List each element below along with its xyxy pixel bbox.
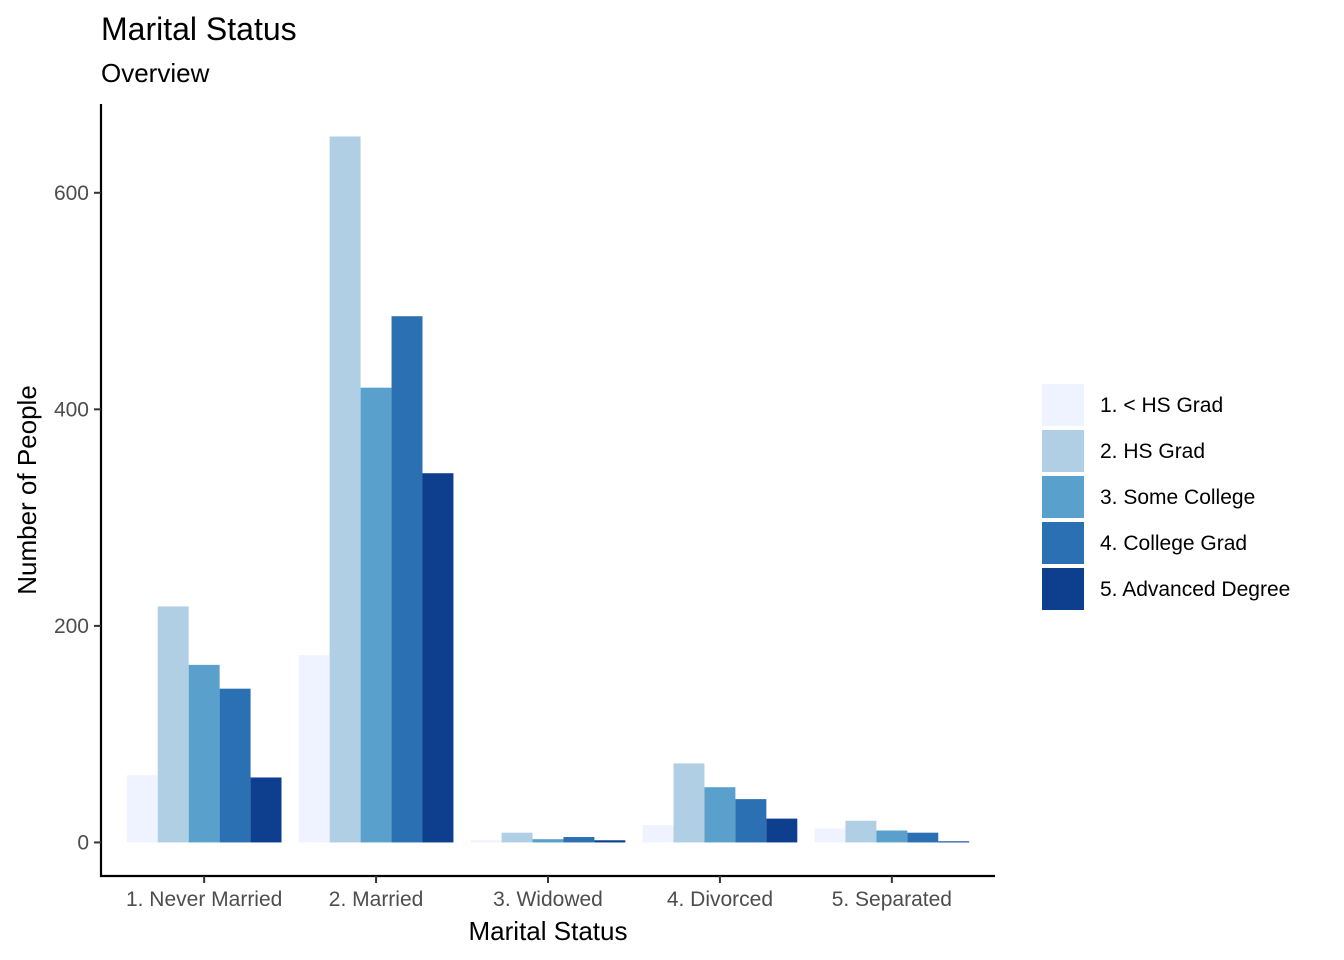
legend-key-2: [1042, 430, 1084, 472]
x-tick-label: 3. Widowed: [493, 888, 603, 911]
legend-key-4: [1042, 522, 1084, 564]
bar-4-series-4: [735, 799, 767, 843]
x-tick-label: 2. Married: [329, 888, 424, 911]
chart-title: Marital Status: [101, 11, 297, 47]
bar-3-series-4: [563, 837, 595, 843]
bar-2-series-4: [391, 316, 423, 843]
bar-3-series-1: [470, 840, 502, 843]
legend-key-5: [1042, 568, 1084, 610]
bar-2-series-1: [298, 655, 330, 843]
chart-subtitle: Overview: [101, 58, 210, 88]
legend-key-1: [1042, 384, 1084, 426]
bar-5-series-4: [907, 832, 939, 843]
legend-label-2: 2. HS Grad: [1100, 440, 1205, 463]
x-axis-title: Marital Status: [469, 916, 628, 946]
bar-5-series-1: [814, 828, 846, 843]
legend-label-3: 3. Some College: [1100, 486, 1255, 509]
bar-5-series-5: [938, 841, 970, 843]
bar-4-series-1: [642, 825, 674, 843]
bar-5-series-3: [876, 830, 908, 843]
y-axis-ticks: 0 200 400 600: [54, 182, 101, 854]
bars-group: [126, 136, 970, 843]
bar-1-series-1: [126, 775, 158, 843]
y-tick-label: 200: [54, 615, 89, 638]
bar-3-series-5: [594, 840, 626, 843]
bar-4-series-2: [673, 763, 705, 843]
legend-label-4: 4. College Grad: [1100, 532, 1247, 555]
x-tick-label: 1. Never Married: [126, 888, 282, 911]
bar-1-series-2: [157, 606, 189, 843]
bar-3-series-3: [532, 839, 564, 843]
bar-2-series-2: [329, 136, 361, 843]
bar-4-series-3: [704, 787, 736, 843]
x-tick-label: 5. Separated: [832, 888, 952, 911]
bar-5-series-2: [845, 820, 877, 843]
x-tick-label: 4. Divorced: [667, 888, 773, 911]
bar-1-series-5: [250, 777, 282, 843]
bar-2-series-3: [360, 387, 392, 843]
legend-key-3: [1042, 476, 1084, 518]
y-tick-label: 400: [54, 398, 89, 421]
x-axis-ticks: 1. Never Married 2. Married 3. Widowed 4. D…: [126, 876, 952, 911]
legend: 1. < HS Grad 2. HS Grad 3. Some College 4. …: [1042, 384, 1290, 610]
y-tick-label: 0: [77, 831, 89, 854]
y-tick-label: 600: [54, 182, 89, 205]
bar-2-series-5: [422, 473, 454, 843]
bar-4-series-5: [766, 818, 798, 843]
bar-1-series-4: [219, 688, 251, 843]
bar-3-series-2: [501, 832, 533, 843]
y-axis-title: Number of People: [12, 385, 42, 595]
legend-label-5: 5. Advanced Degree: [1100, 578, 1290, 601]
legend-label-1: 1. < HS Grad: [1100, 394, 1223, 417]
bar-1-series-3: [188, 664, 220, 843]
